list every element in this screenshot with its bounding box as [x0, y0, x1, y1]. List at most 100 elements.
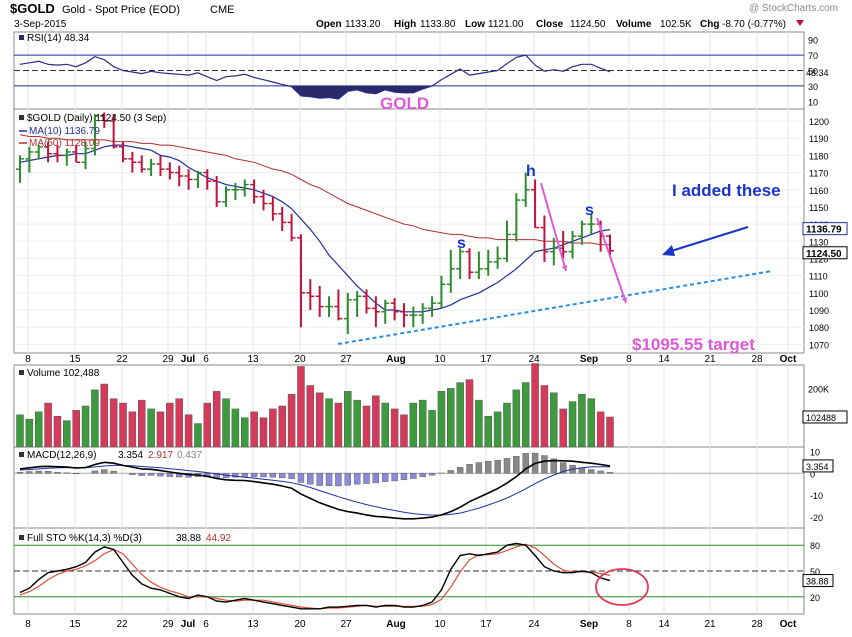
volume-bar — [109, 398, 118, 448]
volume-bar — [222, 398, 230, 448]
price-legend-text: $GOLD (Daily) 1124.50 (3 Sep) — [27, 113, 166, 124]
sto-value-box — [802, 574, 834, 588]
x-tick-label-top: 17 — [480, 354, 492, 365]
volume-bar — [137, 399, 146, 448]
sto-d-line — [19, 543, 611, 610]
low-label: Low — [465, 19, 485, 30]
open-value: 1133.20 — [345, 19, 381, 30]
macd-histogram-bar — [269, 473, 277, 478]
macd-histogram-bar — [110, 470, 117, 474]
sto-y-tick: 50 — [810, 567, 820, 577]
macd-plot — [14, 452, 804, 520]
x-tick-label-bottom: 20 — [294, 619, 306, 630]
ma10-line — [19, 144, 611, 313]
close-value: 1124.50 — [570, 19, 606, 30]
high-value: 1133.80 — [420, 19, 456, 30]
volume-bar — [372, 395, 380, 448]
exchange: CME — [210, 4, 234, 16]
macd-histogram-bar — [494, 459, 501, 474]
sto-legend-swatch — [19, 535, 24, 540]
volume-bar — [531, 363, 539, 448]
volume-bar — [156, 411, 165, 448]
watermark: @ StockCharts.com — [749, 3, 838, 14]
x-tick-label-bottom: 17 — [480, 619, 492, 630]
macd-histogram-bar — [559, 462, 567, 474]
close-value-tag: 1124.50 — [806, 249, 842, 260]
macd-histogram-bar — [419, 473, 426, 477]
sto-legend-name: Full STO %K(14,3) %D(3) — [27, 533, 142, 544]
price-legend-swatch — [19, 115, 24, 120]
sto-y-tick: 80 — [810, 541, 820, 551]
macd-signal-line — [19, 464, 611, 516]
macd-histogram-bar — [400, 473, 408, 481]
x-tick-label-bottom: 21 — [704, 619, 716, 630]
volume-legend: Volume 102,488 — [19, 368, 100, 379]
macd-line — [19, 459, 611, 520]
x-tick-label-top: 22 — [116, 354, 128, 365]
left-shoulder-label: s — [457, 235, 466, 252]
sto-highlight-circle — [595, 568, 649, 606]
macd-histogram-bar — [597, 470, 604, 474]
rsi-legend-text: RSI(14) 48.34 — [27, 33, 90, 44]
macd-histogram-bar — [382, 473, 389, 482]
macd-histogram-bar — [335, 473, 342, 487]
note-text: I added these — [672, 181, 781, 200]
price-y-tick: 1160 — [809, 186, 828, 196]
price-y-tick: 1090 — [809, 306, 829, 316]
volume-bar — [250, 411, 258, 448]
x-tick-label-bottom: 22 — [116, 619, 128, 630]
price-y-tick: 1190 — [809, 134, 828, 144]
dropdown-triangle-icon[interactable] — [796, 20, 804, 26]
quote-date: 3-Sep-2015 — [14, 19, 67, 30]
price-y-tick: 1170 — [809, 169, 828, 179]
x-tick-label-top: 27 — [340, 354, 352, 365]
high-label: High — [394, 19, 416, 30]
macd-y-tick: 0 — [810, 469, 815, 479]
symbol: $GOLD — [10, 1, 55, 16]
price-y-tick: 1200 — [809, 117, 829, 127]
price-y-tick: 1180 — [809, 151, 828, 161]
volume-bar — [503, 402, 511, 448]
volume-bar — [44, 402, 52, 448]
macd-histogram-bar — [550, 458, 558, 474]
macd-histogram-bar — [129, 473, 136, 475]
macd-histogram-bar — [54, 471, 61, 474]
rsi-y-tick: 30 — [808, 82, 818, 92]
macd-histogram-bar — [456, 467, 464, 474]
x-tick-label-top: 6 — [203, 354, 209, 365]
volume-bar — [231, 408, 240, 448]
volume-bar — [559, 408, 567, 448]
pink-arrow-shoulder-drop-head-icon — [621, 297, 628, 303]
right-shoulder-label: s — [585, 202, 594, 219]
x-tick-label-bottom: 13 — [247, 619, 259, 630]
volume-bar — [119, 402, 127, 448]
volume-y-tick: 200K — [808, 384, 829, 394]
macd-histogram-bar — [279, 473, 286, 479]
sto-plot — [14, 542, 804, 610]
x-tick-label-bottom: 8 — [25, 619, 31, 630]
x-tick-label-bottom: 10 — [434, 619, 446, 630]
rsi-y-tick: 50 — [808, 67, 818, 77]
ma10-legend-text: MA(10) 1136.79 — [29, 126, 100, 137]
volume-bar — [25, 418, 34, 448]
ma50-line — [19, 134, 611, 246]
x-tick-label-top: 8 — [626, 354, 632, 365]
rsi-plot — [14, 54, 804, 100]
macd-legend-swatch — [19, 452, 24, 457]
macd-histogram-bar — [241, 473, 248, 477]
macd-histogram-bar — [16, 471, 24, 474]
macd-histogram-bar — [363, 473, 370, 484]
macd-histogram-bar — [26, 471, 33, 474]
volume-bar — [587, 398, 596, 448]
x-tick-label-top: Oct — [780, 354, 797, 365]
x-tick-label-top: 21 — [704, 354, 716, 365]
volume-bar — [344, 391, 352, 448]
x-tick-label-top: Sep — [580, 354, 598, 365]
volume-bar — [550, 392, 558, 448]
macd-histogram-bar — [250, 473, 258, 477]
volume-bar — [53, 416, 62, 448]
x-tick-label-bottom: 14 — [658, 619, 670, 630]
price-y-tick: 1110 — [809, 272, 828, 282]
volume-legend-text: Volume 102,488 — [27, 368, 100, 379]
